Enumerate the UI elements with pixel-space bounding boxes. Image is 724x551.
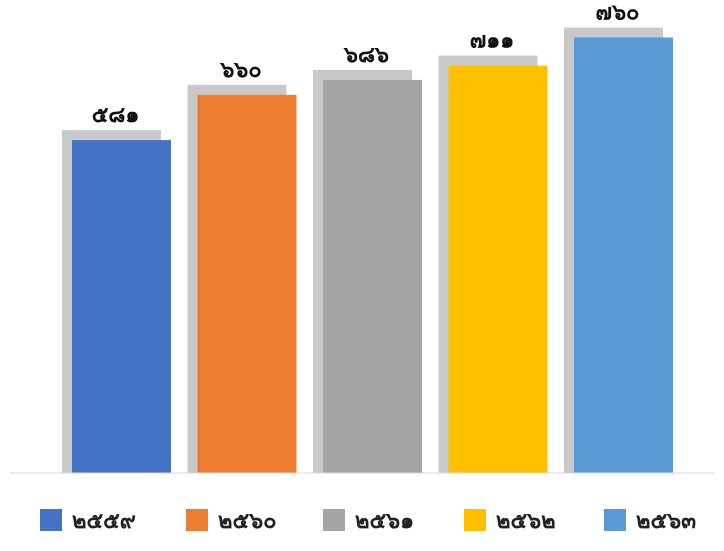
legend-swatch-2562	[464, 509, 486, 531]
legend-item-2559: ๒๕๕๙	[40, 500, 136, 540]
legend-item-2560: ๒๕๖๐	[186, 500, 277, 540]
legend: ๒๕๕๙ ๒๕๖๐ ๒๕๖๑ ๒๕๖๒ ๒๕๖๓	[0, 500, 724, 540]
legend-label-2561: ๒๕๖๑	[355, 508, 415, 534]
legend-label-2559: ๒๕๕๙	[72, 508, 136, 534]
value-label-0: ๕๘๑	[92, 103, 140, 128]
bars-group	[62, 27, 673, 474]
legend-item-2563: ๒๕๖๓	[604, 500, 696, 540]
legend-item-2562: ๒๕๖๒	[464, 500, 556, 540]
legend-swatch-2561	[323, 509, 345, 531]
bar-3	[448, 65, 548, 474]
legend-swatch-2559	[40, 509, 62, 531]
legend-label-2562: ๒๕๖๒	[496, 508, 556, 534]
value-label-2: ๖๘๖	[343, 43, 389, 68]
bar-0	[72, 140, 171, 473]
legend-swatch-2560	[186, 509, 208, 531]
legend-label-2563: ๒๕๖๓	[636, 508, 697, 534]
legend-label-2560: ๒๕๖๐	[218, 508, 277, 534]
bar-1	[197, 94, 297, 473]
value-label-1: ๖๖๐	[219, 58, 261, 83]
legend-item-2561: ๒๕๖๑	[323, 500, 414, 540]
value-label-4: ๗๖๐	[596, 1, 640, 26]
legend-swatch-2563	[604, 509, 626, 531]
value-labels-group: ๕๘๑ ๖๖๐ ๖๘๖ ๗๑๑ ๗๖๐	[92, 1, 640, 129]
bar-2	[323, 79, 422, 473]
value-label-3: ๗๑๑	[470, 29, 514, 54]
bar-4	[574, 37, 673, 474]
